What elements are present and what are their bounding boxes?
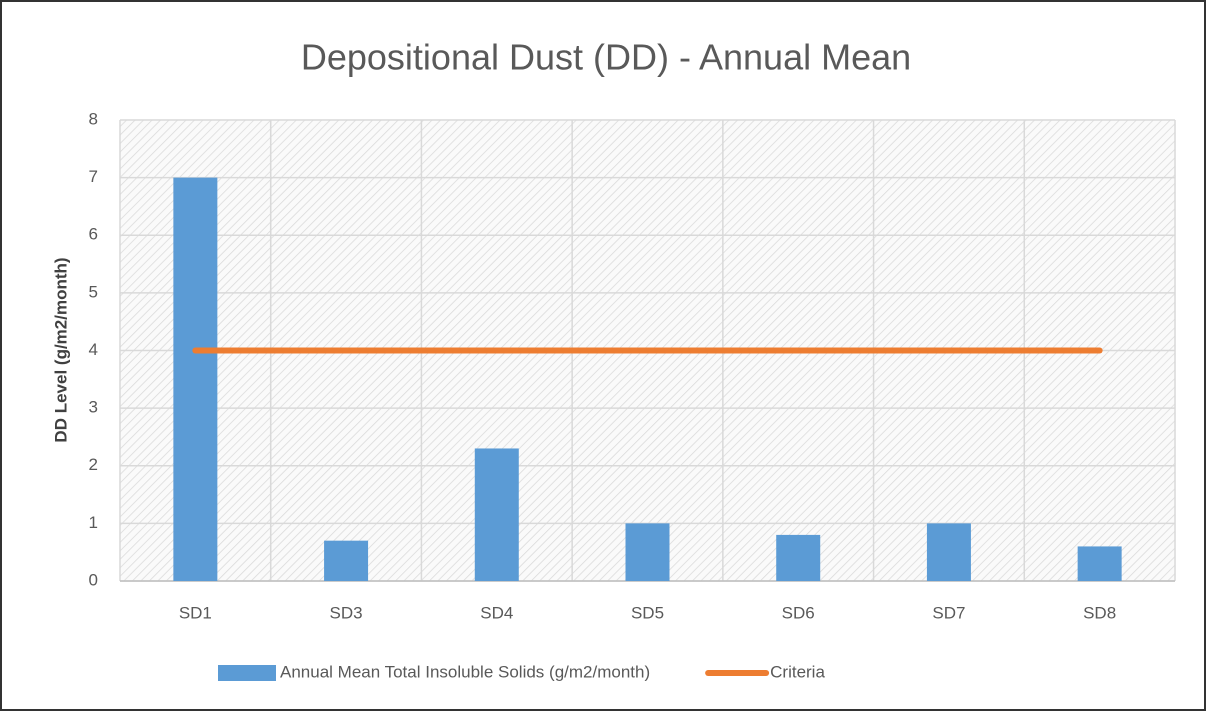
legend-label: Criteria xyxy=(770,662,825,681)
y-tick-label: 6 xyxy=(89,225,98,244)
y-tick-label: 3 xyxy=(89,398,98,417)
bar xyxy=(474,448,519,581)
x-tick-label: SD3 xyxy=(330,603,363,622)
y-tick-label: 5 xyxy=(89,282,98,301)
chart-title: Depositional Dust (DD) - Annual Mean xyxy=(301,37,911,78)
x-tick-label: SD4 xyxy=(480,603,513,622)
legend-swatch xyxy=(218,665,276,681)
y-tick-label: 0 xyxy=(89,570,98,589)
x-tick-label: SD8 xyxy=(1083,603,1116,622)
bar xyxy=(173,177,218,581)
bar xyxy=(324,540,369,581)
y-tick-label: 8 xyxy=(89,109,98,128)
bar xyxy=(1077,546,1122,581)
bar xyxy=(926,523,971,581)
x-tick-label: SD1 xyxy=(179,603,212,622)
y-axis-label: DD Level (g/m2/month) xyxy=(51,257,70,442)
y-tick-label: 4 xyxy=(89,340,98,359)
x-tick-label: SD5 xyxy=(631,603,664,622)
y-tick-label: 7 xyxy=(89,167,98,186)
x-tick-label: SD7 xyxy=(932,603,965,622)
legend-label: Annual Mean Total Insoluble Solids (g/m2… xyxy=(280,662,650,681)
y-tick-label: 1 xyxy=(89,513,98,532)
bar xyxy=(625,523,670,581)
bar xyxy=(776,534,821,581)
x-tick-label: SD6 xyxy=(782,603,815,622)
y-tick-label: 2 xyxy=(89,455,98,474)
